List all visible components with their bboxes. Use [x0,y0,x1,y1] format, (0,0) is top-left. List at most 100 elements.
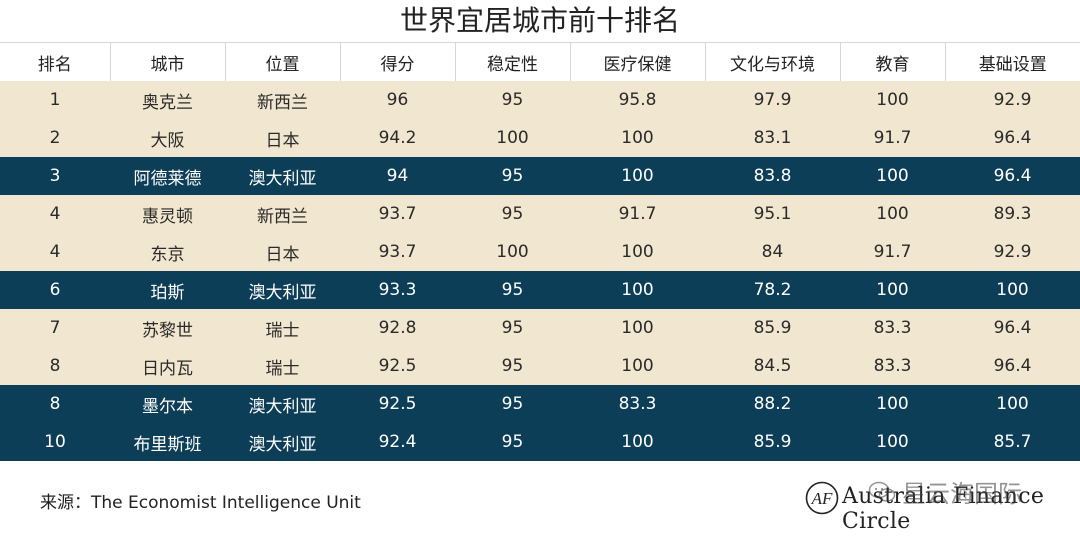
ranking-table: 排名 城市 位置 得分 稳定性 医疗保健 文化与环境 教育 基础设置 1 奥克兰新… [0,42,1080,461]
cell-rank: 6 [0,271,110,309]
cell-education: 100 [840,423,945,461]
table-row: 8 墨尔本 澳大利亚 92.5 95 83.3 88.2 100 100 [0,385,1080,423]
header-stability: 稳定性 [454,42,570,81]
cell-location: 澳大利亚 [225,385,340,423]
cell-city: 惠灵顿 [110,195,225,233]
cell-healthcare: 83.3 [570,385,705,423]
cell-location: 日本 [225,119,340,157]
cell-stability: 95 [455,81,570,119]
table-body: 1 奥克兰 新西兰 96 95 95.8 97.9 100 92.9 2 大阪 日本 94.2 100 10… [0,81,1080,461]
cell-city: 东京 [110,233,225,271]
cell-infrastructure: 96.4 [945,119,1080,157]
table-row: 3 阿德莱德 澳大利亚 94 95 100 83.8 100 96.4 [0,157,1080,195]
cell-city: 奥克兰 [110,81,225,119]
page-title: 世界宜居城市前十排名 [399,4,680,37]
watermark-text: 星云海国际 [902,480,1022,508]
cell-rank: 4 [0,195,110,233]
cell-stability: 95 [455,157,570,195]
cell-healthcare: 95.8 [570,81,705,119]
wechat-icon [868,481,896,502]
table-row: 2 大阪 日本 94.2 100 100 83.1 91.7 96.4 [0,119,1080,157]
cell-city: 墨尔本 [110,385,225,423]
watermark: 星云海国际 [868,474,1022,509]
cell-healthcare: 100 [570,347,705,385]
cell-healthcare: 91.7 [570,195,705,233]
cell-healthcare: 100 [570,309,705,347]
table-row: 7 苏黎世 瑞士 92.8 95 100 85.9 83.3 96.4 [0,309,1080,347]
cell-score: 92.4 [340,423,455,461]
cell-infrastructure: 89.3 [945,195,1080,233]
header-location: 位置 [224,42,340,81]
header-healthcare: 医疗保健 [569,42,705,81]
cell-stability: 100 [455,119,570,157]
cell-location: 澳大利亚 [225,423,340,461]
cell-stability: 95 [455,309,570,347]
table-row: 6 珀斯 澳大利亚 93.3 95 100 78.2 100 100 [0,271,1080,309]
cell-infrastructure: 96.4 [945,347,1080,385]
cell-location: 新西兰 [225,195,340,233]
cell-stability: 95 [455,195,570,233]
cell-culture-environment: 95.1 [705,195,840,233]
source-note: 来源：The Economist Intelligence Unit [40,493,361,513]
cell-location: 瑞士 [225,347,340,385]
header-infrastructure: 基础设置 [944,42,1080,81]
cell-healthcare: 100 [570,157,705,195]
svg-text:AF: AF [811,489,833,508]
cell-education: 100 [840,195,945,233]
cell-score: 93.3 [340,271,455,309]
cell-infrastructure: 92.9 [945,233,1080,271]
cell-rank: 2 [0,119,110,157]
cell-culture-environment: 85.9 [705,423,840,461]
cell-rank: 8 [0,347,110,385]
cell-infrastructure: 100 [945,385,1080,423]
table-row: 1 奥克兰 新西兰 96 95 95.8 97.9 100 92.9 [0,81,1080,119]
cell-infrastructure: 100 [945,271,1080,309]
cell-city: 珀斯 [110,271,225,309]
cell-stability: 100 [455,233,570,271]
cell-rank: 4 [0,233,110,271]
cell-education: 100 [840,81,945,119]
cell-education: 83.3 [840,347,945,385]
cell-culture-environment: 88.2 [705,385,840,423]
table-row: 8 日内瓦 瑞士 92.5 95 100 84.5 83.3 96.4 [0,347,1080,385]
cell-score: 94 [340,157,455,195]
cell-rank: 7 [0,309,110,347]
cell-city: 布里斯班 [110,423,225,461]
cell-score: 94.2 [340,119,455,157]
cell-healthcare: 100 [570,423,705,461]
cell-culture-environment: 78.2 [705,271,840,309]
cell-score: 92.5 [340,385,455,423]
cell-score: 93.7 [340,195,455,233]
cell-location: 澳大利亚 [225,271,340,309]
cell-rank: 1 [0,81,110,119]
cell-infrastructure: 96.4 [945,309,1080,347]
cell-stability: 95 [455,423,570,461]
cell-score: 96 [340,81,455,119]
table-header-row: 排名 城市 位置 得分 稳定性 医疗保健 文化与环境 教育 基础设置 [0,42,1080,81]
cell-location: 日本 [225,233,340,271]
table-row: 4 惠灵顿 新西兰 93.7 95 91.7 95.1 100 89.3 [0,195,1080,233]
cell-location: 瑞士 [225,309,340,347]
table-row: 4 东京 日本 93.7 100 100 84 91.7 92.9 [0,233,1080,271]
cell-culture-environment: 85.9 [705,309,840,347]
cell-culture-environment: 83.8 [705,157,840,195]
cell-culture-environment: 83.1 [705,119,840,157]
afc-logo-icon: AF [805,481,839,515]
cell-culture-environment: 84.5 [705,347,840,385]
cell-education: 100 [840,385,945,423]
cell-healthcare: 100 [570,233,705,271]
cell-education: 91.7 [840,119,945,157]
cell-rank: 3 [0,157,110,195]
cell-score: 92.8 [340,309,455,347]
cell-culture-environment: 97.9 [705,81,840,119]
header-rank: 排名 [0,42,110,81]
cell-infrastructure: 85.7 [945,423,1080,461]
cell-education: 100 [840,157,945,195]
cell-culture-environment: 84 [705,233,840,271]
cell-city: 阿德莱德 [110,157,225,195]
table-row: 10 布里斯班 澳大利亚 92.4 95 100 85.9 100 85.7 [0,423,1080,461]
cell-location: 新西兰 [225,81,340,119]
cell-location: 澳大利亚 [225,157,340,195]
cell-education: 100 [840,271,945,309]
cell-rank: 8 [0,385,110,423]
